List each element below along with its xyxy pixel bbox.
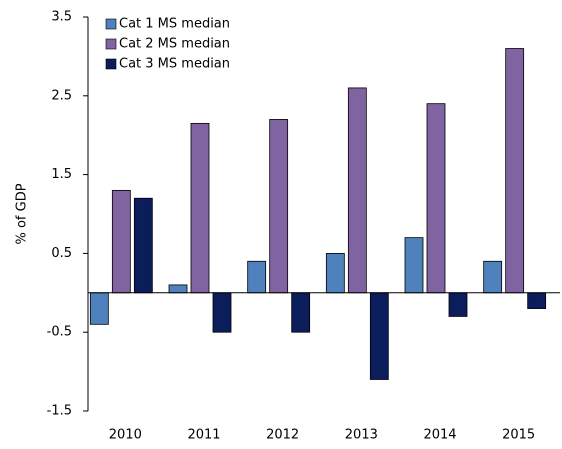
legend-swatch — [105, 38, 117, 50]
y-tick-label: 1.5 — [51, 167, 72, 182]
y-tick-label: 3.5 — [51, 10, 72, 25]
legend-label: Cat 3 MS median — [119, 57, 230, 72]
bar — [291, 292, 311, 333]
bar — [505, 48, 525, 294]
legend-label: Cat 2 MS median — [119, 37, 230, 52]
x-tick-label: 2010 — [109, 428, 142, 443]
y-axis-label: % of GDP — [15, 183, 30, 244]
x-tick-label: 2015 — [502, 428, 535, 443]
bar — [369, 292, 389, 380]
x-tick-label: 2013 — [345, 428, 378, 443]
bar — [426, 103, 446, 294]
legend-label: Cat 1 MS median — [119, 17, 230, 32]
bar — [190, 122, 210, 294]
bar — [133, 197, 153, 294]
y-tick-label: -1.5 — [47, 404, 72, 419]
bar — [212, 292, 232, 333]
bar — [111, 189, 131, 294]
bar — [168, 284, 188, 294]
x-tick-label: 2014 — [423, 428, 456, 443]
bar — [483, 260, 503, 294]
x-tick-label: 2011 — [187, 428, 220, 443]
legend-swatch — [105, 18, 117, 30]
x-tick-label: 2012 — [266, 428, 299, 443]
y-tick-label: 2.5 — [51, 88, 72, 103]
bar — [325, 252, 345, 294]
bar — [347, 87, 367, 294]
bar — [404, 237, 424, 294]
y-tick-label: -0.5 — [47, 325, 72, 340]
y-tick-label: 0.5 — [51, 246, 72, 261]
bar — [269, 119, 289, 294]
bar — [527, 292, 547, 309]
bar — [448, 292, 468, 317]
bar — [247, 260, 267, 294]
legend-swatch — [105, 58, 117, 70]
bar — [89, 292, 109, 325]
